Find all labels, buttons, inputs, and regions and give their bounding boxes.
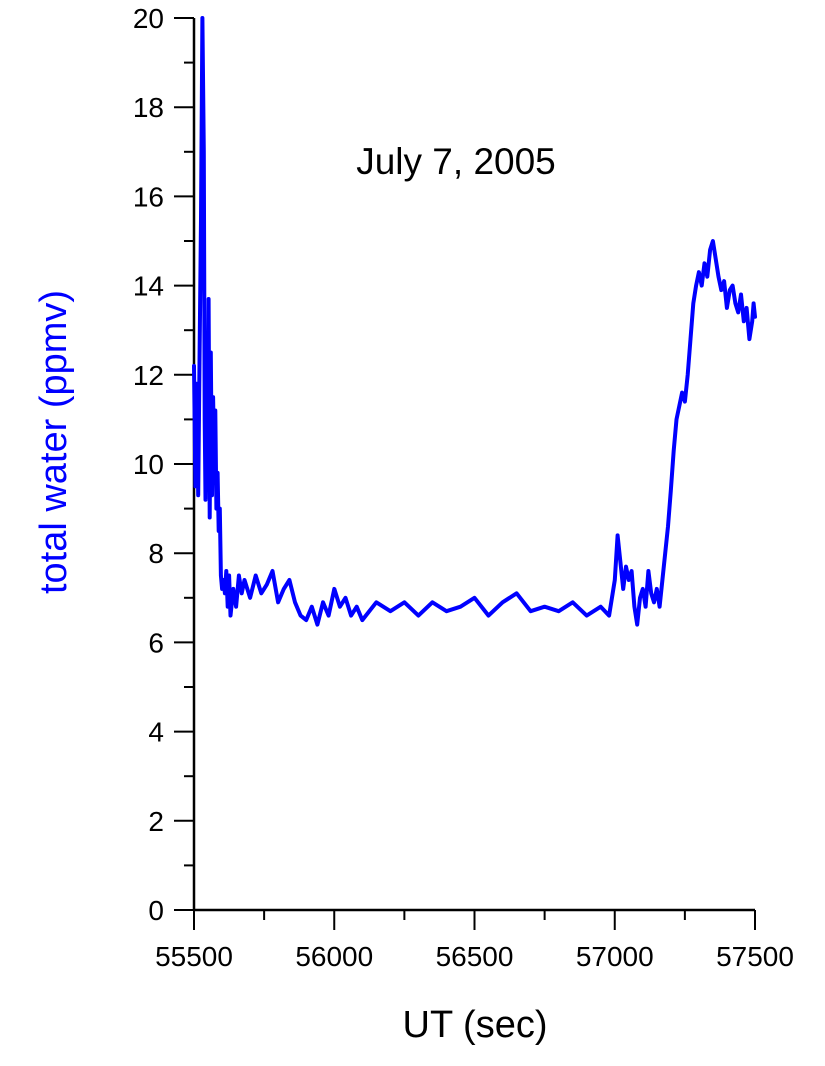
y-axis-tick-labels: 0 2 4 6 8 10 12 14 16 18 20: [133, 3, 164, 926]
series-line: [192, 16, 757, 627]
y-tick-label: 14: [133, 271, 164, 302]
y-axis-title: total water (ppmv): [33, 290, 75, 594]
x-tick-label: 56500: [436, 941, 514, 972]
y-tick-label: 0: [148, 895, 164, 926]
y-tick-label: 2: [148, 806, 164, 837]
y-tick-label: 6: [148, 627, 164, 658]
x-tick-label: 57000: [576, 941, 654, 972]
series-layer: [192, 16, 757, 627]
y-tick-label: 8: [148, 538, 164, 569]
y-tick-label: 4: [148, 717, 164, 748]
y-tick-label: 10: [133, 449, 164, 480]
chart-annotation: July 7, 2005: [356, 141, 556, 182]
x-axis-ticks: [193, 910, 756, 930]
y-tick-label: 12: [133, 360, 164, 391]
y-tick-label: 20: [133, 3, 164, 34]
x-axis-title: UT (sec): [403, 1004, 548, 1046]
y-axis-ticks: [174, 17, 194, 911]
y-tick-label: 16: [133, 181, 164, 212]
y-tick-label: 18: [133, 92, 164, 123]
x-axis-tick-labels: 55500 56000 56500 57000 57500: [155, 941, 794, 972]
x-axis-minor-ticks: [263, 910, 686, 920]
x-tick-label: 55500: [155, 941, 233, 972]
x-tick-label: 57500: [716, 941, 794, 972]
y-axis-minor-ticks: [184, 61, 194, 867]
x-tick-label: 56000: [295, 941, 373, 972]
